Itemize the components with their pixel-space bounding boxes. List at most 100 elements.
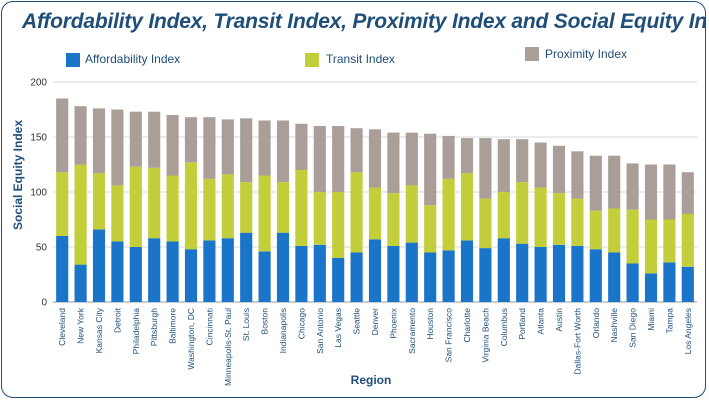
bar-transit-index-segment bbox=[203, 178, 216, 241]
x-tick-label: Portland bbox=[517, 308, 527, 340]
bar-transit-index-segment bbox=[92, 173, 106, 230]
bar-proximity-index-segment bbox=[240, 118, 253, 183]
bar-transit-index-segment bbox=[479, 198, 492, 249]
chart-title: Affordability Index, Transit Index, Prox… bbox=[22, 10, 706, 33]
legend: Affordability Index Transit Index Proximit… bbox=[66, 47, 627, 67]
bar-proximity-index-segment bbox=[479, 138, 492, 199]
bar-affordability-index-segment bbox=[663, 262, 676, 302]
x-tick-label: Chicago bbox=[296, 308, 306, 339]
bar-proximity-index-segment bbox=[405, 132, 418, 186]
bar-transit-index-segment bbox=[148, 167, 161, 239]
bar-affordability-index-segment bbox=[571, 245, 584, 302]
bar-transit-index-segment bbox=[221, 174, 234, 239]
bar-proximity-index-segment bbox=[387, 132, 400, 194]
bar-affordability-index-segment bbox=[589, 249, 602, 302]
bar-transit-index-segment bbox=[516, 182, 529, 244]
x-tick-label: Miami bbox=[646, 308, 656, 331]
bar-proximity-index-segment bbox=[203, 117, 216, 179]
x-tick-label: Indianapolis bbox=[278, 308, 288, 353]
bar-proximity-index-segment bbox=[534, 142, 547, 188]
legend-swatch bbox=[305, 53, 319, 67]
bar-transit-index-segment bbox=[295, 170, 308, 246]
bar-transit-index-segment bbox=[387, 193, 400, 246]
x-tick-label: Charlotte bbox=[462, 308, 472, 343]
x-tick-label: Houston bbox=[425, 308, 435, 340]
bar-affordability-index-segment bbox=[424, 252, 437, 302]
x-axis: Cleveland New York Kansas City Detroit Phila… bbox=[57, 307, 693, 386]
bar-proximity-index-segment bbox=[129, 111, 142, 167]
bar-transit-index-segment bbox=[644, 219, 658, 274]
x-tick-label: Phoenix bbox=[388, 307, 398, 338]
x-tick-label: New York bbox=[76, 307, 86, 344]
x-tick-label: Cleveland bbox=[57, 308, 67, 346]
bar-affordability-index-segment bbox=[332, 258, 345, 302]
bar-proximity-index-segment bbox=[368, 129, 382, 188]
bar-proximity-index-segment bbox=[589, 155, 602, 211]
x-tick-label: Las Vegas bbox=[333, 308, 343, 348]
bar-affordability-index-segment bbox=[166, 241, 179, 302]
x-tick-label: Baltimore bbox=[168, 308, 178, 344]
bar-proximity-index-segment bbox=[56, 98, 69, 173]
x-tick-label: Boston bbox=[260, 308, 270, 335]
bars bbox=[56, 98, 694, 302]
bar-affordability-index-segment bbox=[258, 251, 271, 302]
y-tick-label: 100 bbox=[30, 188, 47, 199]
bar-proximity-index-segment bbox=[644, 164, 658, 220]
bar-affordability-index-segment bbox=[203, 240, 216, 302]
bar-proximity-index-segment bbox=[166, 115, 179, 176]
bar-affordability-index-segment bbox=[111, 241, 124, 302]
bar-proximity-index-segment bbox=[221, 119, 234, 175]
x-tick-label: Pittsburgh bbox=[149, 308, 159, 347]
bar-transit-index-segment bbox=[497, 192, 510, 239]
x-tick-label: Seattle bbox=[352, 308, 362, 335]
bar-proximity-index-segment bbox=[552, 145, 566, 194]
x-tick-label: Minneapolis-St. Paul bbox=[223, 308, 233, 386]
bar-transit-index-segment bbox=[350, 172, 363, 253]
y-tick-label: 200 bbox=[30, 78, 47, 89]
legend-label: Transit Index bbox=[326, 52, 395, 66]
bar-proximity-index-segment bbox=[184, 117, 198, 163]
bar-affordability-index-segment bbox=[276, 232, 290, 302]
x-tick-label: Sacramento bbox=[407, 308, 417, 354]
x-tick-label: San Diego bbox=[628, 308, 638, 348]
bar-transit-index-segment bbox=[405, 185, 418, 243]
bar-proximity-index-segment bbox=[497, 139, 510, 192]
x-tick-label: San Francisco bbox=[444, 308, 454, 363]
bar-transit-index-segment bbox=[74, 164, 87, 265]
bar-proximity-index-segment bbox=[571, 151, 584, 199]
bar-proximity-index-segment bbox=[516, 139, 529, 183]
bar-transit-index-segment bbox=[552, 193, 566, 245]
x-tick-label: Dallas-Fort Worth bbox=[572, 308, 582, 375]
bar-affordability-index-segment bbox=[148, 238, 161, 302]
bar-affordability-index-segment bbox=[240, 232, 253, 302]
bar-transit-index-segment bbox=[166, 175, 179, 242]
legend-swatch bbox=[66, 53, 80, 67]
legend-label: Proximity Index bbox=[545, 47, 627, 61]
x-tick-label: Orlando bbox=[591, 308, 601, 339]
bar-transit-index-segment bbox=[313, 192, 326, 245]
bar-affordability-index-segment bbox=[129, 247, 142, 302]
bar-affordability-index-segment bbox=[350, 252, 363, 302]
bar-affordability-index-segment bbox=[92, 229, 106, 302]
bar-affordability-index-segment bbox=[552, 244, 566, 302]
bar-affordability-index-segment bbox=[387, 245, 400, 302]
bar-affordability-index-segment bbox=[626, 263, 639, 302]
bar-transit-index-segment bbox=[332, 192, 345, 258]
bar-proximity-index-segment bbox=[92, 108, 106, 174]
y-tick-label: 50 bbox=[36, 243, 48, 254]
bar-affordability-index-segment bbox=[516, 243, 529, 302]
bar-transit-index-segment bbox=[258, 175, 271, 252]
bar-proximity-index-segment bbox=[276, 120, 290, 183]
bar-proximity-index-segment bbox=[295, 123, 308, 170]
y-tick-label: 0 bbox=[41, 298, 47, 309]
x-axis-label: Region bbox=[351, 373, 392, 387]
legend-swatch bbox=[525, 47, 539, 61]
x-tick-label: San Antonio bbox=[315, 308, 325, 354]
x-tick-label: Tampa bbox=[664, 308, 674, 334]
bar-affordability-index-segment bbox=[479, 248, 492, 302]
x-tick-label: Detroit bbox=[112, 307, 122, 333]
bar-transit-index-segment bbox=[111, 185, 124, 242]
bar-proximity-index-segment bbox=[350, 128, 363, 173]
bar-transit-index-segment bbox=[608, 208, 621, 253]
